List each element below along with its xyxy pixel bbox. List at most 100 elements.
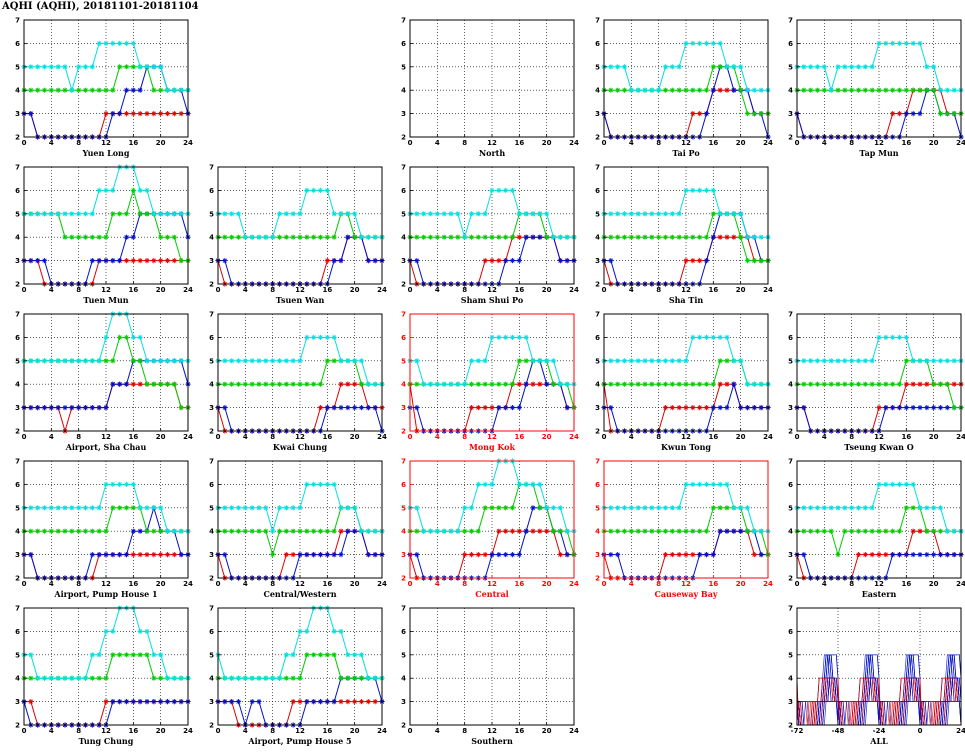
data-point-blue [324,552,330,558]
data-point-green [317,652,324,658]
data-point-green [130,64,136,70]
data-point-red [290,552,296,558]
data-point-red [883,552,889,558]
data-point-cyan [358,234,365,240]
data-point-red [676,552,682,558]
data-point-green [317,381,324,387]
data-point-cyan [62,211,68,217]
x-tick-label: 4 [243,286,248,294]
data-point-cyan [724,481,730,487]
data-point-cyan [814,64,821,70]
x-tick-label: 12 [487,433,497,441]
data-point-red [703,405,710,411]
data-point-cyan [537,211,543,217]
data-point-cyan [178,87,184,93]
data-point-cyan [937,505,944,511]
data-point-red [669,552,675,558]
data-point-red [903,381,909,387]
data-point-green [896,528,903,534]
data-point-cyan [550,358,557,364]
x-tick-label: 20 [156,580,166,588]
data-point-cyan [662,505,669,511]
data-point-red [123,258,130,264]
data-point-cyan [62,358,68,364]
x-tick-label: 4 [49,580,54,588]
data-point-blue [130,234,136,240]
data-point-cyan [76,358,82,364]
y-tick-label: 5 [209,504,214,512]
data-point-blue [496,552,502,558]
panel-title: Southern [471,736,513,746]
data-point-green [270,381,276,387]
data-point-blue [910,405,916,411]
x-tick-label: 0 [408,580,413,588]
x-tick-label: 24 [569,139,579,147]
data-point-blue [564,552,570,558]
data-point-green [635,528,641,534]
x-tick-label: 24 [956,433,965,441]
data-point-cyan [276,358,283,364]
data-point-cyan [151,358,157,364]
data-point-red [724,234,730,240]
data-point-cyan [669,505,675,511]
data-point-green [662,234,669,240]
x-tick-label: 4 [629,139,634,147]
y-tick-label: 4 [401,87,406,95]
x-tick-label: 16 [128,433,138,441]
data-point-blue [509,552,516,558]
data-point-red [158,111,164,117]
data-point-green [158,234,164,240]
y-tick-label: 5 [788,357,793,365]
panel-title: Tsuen Wan [276,295,325,305]
data-point-green [649,381,655,387]
data-point-green [28,528,34,534]
data-point-green [158,528,164,534]
panel-title: Sha Tin [669,295,704,305]
data-point-cyan [642,505,648,511]
data-point-cyan [608,505,614,511]
data-point-red [910,381,916,387]
panel-title: Sham Shui Po [461,295,524,305]
x-tick-label: 20 [542,727,552,735]
data-point-green [62,87,68,93]
data-point-green [235,381,242,387]
data-point-cyan [365,234,371,240]
data-point-cyan [249,234,255,240]
data-point-blue [944,405,950,411]
x-tick-label: 20 [736,286,746,294]
data-point-cyan [744,234,751,240]
data-point-green [516,358,522,364]
data-point-cyan [951,358,957,364]
x-tick-label: 4 [435,727,440,735]
data-point-cyan [317,187,324,193]
data-point-blue [710,87,716,93]
data-point-cyan [35,358,41,364]
data-point-cyan [628,358,634,364]
data-point-cyan [82,64,89,70]
data-point-cyan [283,505,289,511]
data-point-green [835,87,841,93]
x-tick-label: 20 [156,139,166,147]
data-point-green [290,234,296,240]
data-point-cyan [662,64,669,70]
y-tick-label: 4 [15,381,20,389]
data-point-red [869,552,875,558]
x-tick-label: 20 [350,433,360,441]
data-point-green [276,528,283,534]
data-point-cyan [358,358,365,364]
x-tick-label: 24 [377,580,387,588]
y-tick-label: 6 [15,187,20,195]
x-tick-label: 8 [656,433,661,441]
y-tick-label: 6 [209,334,214,342]
data-point-red [662,405,669,411]
data-point-green [503,381,509,387]
data-point-green [814,528,821,534]
data-point-cyan [635,358,641,364]
data-point-red [352,381,358,387]
data-point-cyan [110,40,116,46]
panel-sha-tin: 0 4 8 12 16 20 24 2 3 4 5 6 7 Sha Tin [595,164,773,306]
data-point-green [414,381,420,387]
data-point-cyan [178,528,184,534]
data-point-blue [731,528,737,534]
data-point-green [76,234,82,240]
